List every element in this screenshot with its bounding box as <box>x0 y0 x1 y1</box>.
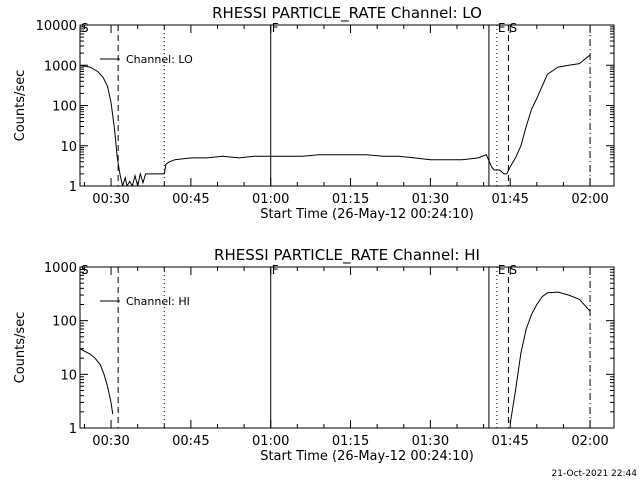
y-tick-label: 10000 <box>36 19 77 34</box>
x-tick-label: 02:00 <box>571 434 608 449</box>
y-axis-label: Counts/sec <box>13 312 28 384</box>
legend-label: Channel: HI <box>126 295 190 308</box>
x-tick-label: 02:00 <box>571 192 608 207</box>
event-marker-label: F <box>272 21 279 35</box>
x-tick-label: 01:45 <box>491 434 528 449</box>
x-tick-label: 01:00 <box>252 434 289 449</box>
chart-title: RHESSI PARTICLE_RATE Channel: HI <box>214 246 480 265</box>
x-tick-label: 01:00 <box>252 192 289 207</box>
x-tick-label: 00:45 <box>172 192 209 207</box>
chart-panel-hi: RHESSI PARTICLE_RATE Channel: HI 1 10 100 10… <box>13 246 615 464</box>
x-tick-label: 01:45 <box>491 192 528 207</box>
y-tick-label: 100 <box>52 315 77 330</box>
event-marker-label: S <box>509 263 517 277</box>
event-marker-label: S <box>81 21 89 35</box>
x-tick-label: 01:30 <box>412 434 449 449</box>
plot-frame <box>79 266 615 429</box>
y-tick-label: 10 <box>60 368 77 383</box>
x-axis-label: Start Time (26-May-12 00:24:10) <box>260 449 474 464</box>
y-tick-label: 1 <box>69 422 77 437</box>
event-marker-label: F <box>272 263 279 277</box>
event-marker-label: E <box>498 263 506 277</box>
footer-timestamp: 21-Oct-2021 22:44 <box>552 469 638 479</box>
data-series-line <box>80 54 591 186</box>
legend-label: Channel: LO <box>126 53 193 66</box>
x-tick-label: 00:30 <box>92 192 129 207</box>
data-series-line <box>80 348 114 415</box>
data-series-line <box>509 291 591 424</box>
x-tick-label: 00:45 <box>172 434 209 449</box>
x-tick-label: 00:30 <box>92 434 129 449</box>
y-axis-label: Counts/sec <box>13 70 28 142</box>
chart-title: RHESSI PARTICLE_RATE Channel: LO <box>212 4 482 23</box>
event-marker-label: S <box>81 263 89 277</box>
event-marker-label: E <box>498 21 506 35</box>
event-marker-label: S <box>509 21 517 35</box>
chart-panel-lo: RHESSI PARTICLE_RATE Channel: LO 1 10 100 10… <box>13 4 615 222</box>
y-tick-label: 100 <box>52 100 77 115</box>
x-tick-label: 01:15 <box>332 434 369 449</box>
y-tick-label: 1 <box>69 180 77 195</box>
x-tick-label: 01:15 <box>332 192 369 207</box>
y-tick-label: 10 <box>60 140 77 155</box>
y-tick-label: 1000 <box>44 59 77 74</box>
x-tick-label: 01:30 <box>412 192 449 207</box>
y-tick-label: 1000 <box>44 261 77 276</box>
x-axis-label: Start Time (26-May-12 00:24:10) <box>260 207 474 222</box>
